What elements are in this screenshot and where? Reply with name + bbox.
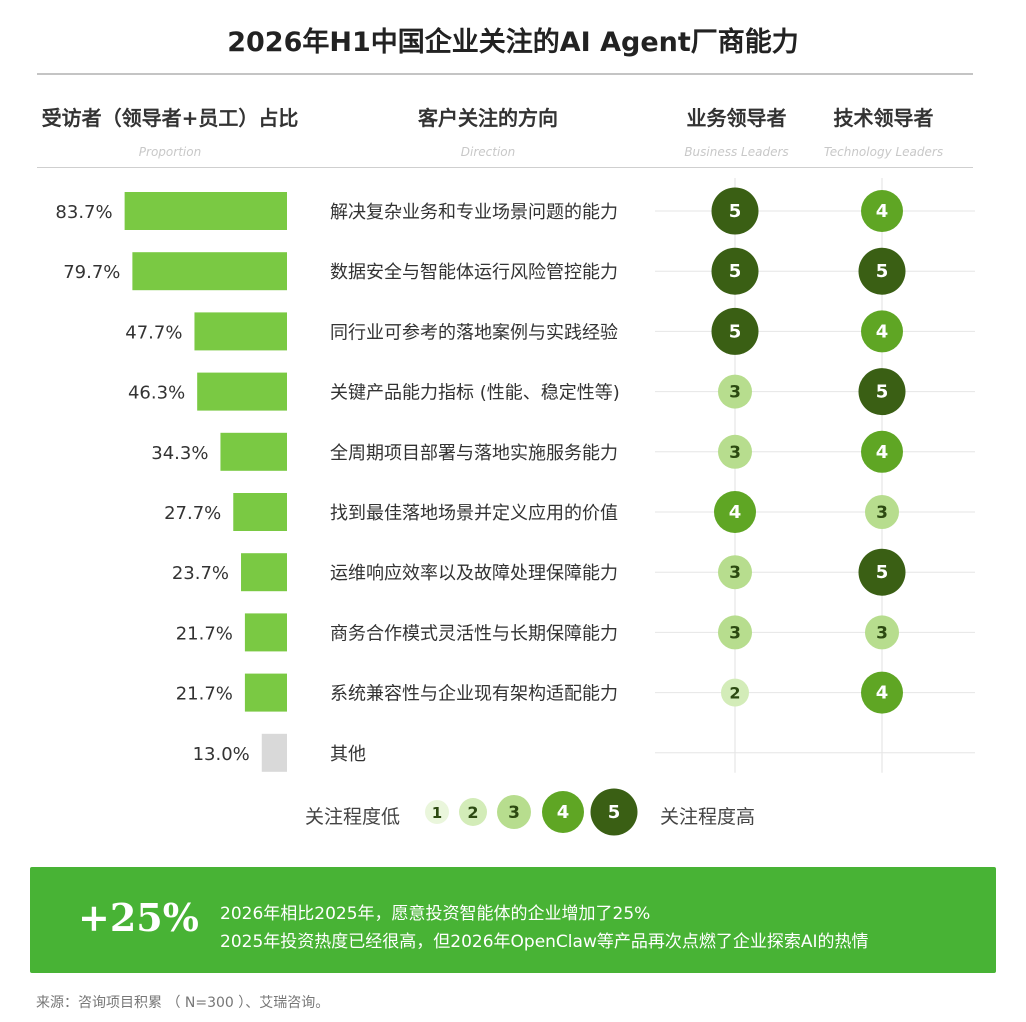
banner-growth-figure: +25% [78,895,199,940]
source-note: 来源：咨询项目积累 （ N=300 ）、艾瑞咨询。 [36,995,330,1011]
business-rating-value: 5 [729,321,742,342]
business-rating-value: 3 [729,383,741,403]
technology-rating-value: 4 [876,442,889,463]
category-label: 关键产品能力指标 (性能、稳定性等) [330,383,620,404]
bar-value-label: 13.0% [193,744,250,765]
business-rating-circle [711,247,759,295]
legend-circle [590,788,638,836]
proportion-bar [244,673,287,712]
technology-rating-circle [858,368,906,416]
technology-rating-circle [861,430,903,473]
legend-low-label: 关注程度低 [305,806,401,828]
legend-circle [497,795,531,829]
business-rating-circle [711,307,759,355]
technology-rating-circle [861,190,903,232]
banner-line-1: 2026年相比2025年，愿意投资智能体的企业增加了25% [220,904,651,924]
proportion-bar [197,372,287,411]
business-rating-value: 4 [729,502,742,523]
chart-title: 2026年H1中国企业关注的AI Agent厂商能力 [227,27,799,58]
bar-value-label: 27.7% [164,503,221,524]
technology-rating-value: 5 [876,382,889,403]
bar-value-label: 21.7% [176,684,233,705]
technology-rating-value: 5 [876,562,889,583]
highlight-banner: +25% 2026年相比2025年，愿意投资智能体的企业增加了25% 2025年… [30,867,996,973]
proportion-bar [220,432,287,471]
business-rating-value: 3 [729,563,741,583]
legend-circle [542,791,584,833]
technology-rating-value: 5 [876,261,889,282]
bar-value-label: 21.7% [176,623,233,644]
technology-rating-circle [858,247,906,295]
proportion-header-subtitle: Proportion [138,145,202,159]
bar-value-label: 83.7% [55,202,112,223]
technology-rating-circle [865,495,899,529]
business-rating-value: 5 [729,261,742,282]
business-header: 业务领导者 Business Leaders [664,102,809,159]
technology-rating-value: 4 [876,321,889,342]
technology-rating-value: 4 [876,683,889,704]
business-header-subtitle: Business Leaders [684,145,789,159]
proportion-bar [261,733,287,772]
technology-rating-value: 4 [876,201,889,222]
legend-level-label: 2 [467,803,478,822]
technology-header: 技术领导者 Technology Leaders [806,102,961,159]
category-label: 系统兼容性与企业现有架构适配能力 [330,684,618,705]
category-label: 解决复杂业务和专业场景问题的能力 [330,202,618,223]
legend-level-label: 4 [557,802,570,823]
business-header-title: 业务领导者 [686,106,787,130]
legend-level-label: 5 [608,802,621,823]
direction-header-subtitle: Direction [460,145,516,159]
technology-header-subtitle: Technology Leaders [823,145,944,159]
top-divider [37,73,973,75]
business-rating-circle [718,374,752,409]
technology-rating-value: 3 [876,623,888,643]
category-label: 运维响应效率以及故障处理保障能力 [330,563,618,584]
bar-value-label: 23.7% [172,563,229,584]
proportion-bar [124,192,287,230]
bar-value-label: 47.7% [125,322,182,343]
legend-level-label: 3 [508,803,520,823]
proportion-bar [194,312,287,351]
business-rating-circle [721,678,749,707]
technology-rating-circle [861,310,903,353]
direction-header: 客户关注的方向 Direction [388,102,588,159]
legend-circle [459,798,487,826]
direction-header-title: 客户关注的方向 [418,106,558,130]
legend-level-label: 1 [432,804,442,822]
business-rating-value: 3 [729,623,741,643]
business-rating-circle [711,187,759,235]
legend-circle [425,800,449,824]
category-label: 同行业可参考的落地案例与实践经验 [330,322,618,343]
technology-header-title: 技术领导者 [833,106,934,130]
proportion-bar [233,493,287,531]
proportion-bar [132,252,287,291]
category-label: 数据安全与智能体运行风险管控能力 [330,262,618,283]
category-label: 其他 [330,744,366,765]
header-divider [37,167,973,168]
bar-value-label: 34.3% [151,443,208,464]
category-label: 商务合作模式灵活性与长期保障能力 [330,623,618,644]
proportion-bar [241,553,287,592]
banner-line-2: 2025年投资热度已经很高，但2026年OpenClaw等产品再次点燃了企业探索… [220,932,869,952]
bar-value-label: 46.3% [128,383,185,404]
technology-rating-value: 3 [876,503,888,523]
legend-high-label: 关注程度高 [660,806,756,828]
business-rating-value: 5 [729,201,742,222]
business-rating-value: 2 [729,684,740,703]
technology-rating-circle [865,615,899,650]
capability-chart: 83.7% 解决复杂业务和专业场景问题的能力 5 4 79.7% 数据安全与智能体运行风险… [55,178,975,836]
proportion-bar [244,613,287,652]
category-label: 全周期项目部署与落地实施服务能力 [330,443,618,464]
category-label: 找到最佳落地场景并定义应用的价值 [330,503,618,524]
business-rating-circle [714,491,756,533]
business-rating-circle [718,434,752,469]
bar-value-label: 79.7% [63,262,120,283]
business-rating-value: 3 [729,443,741,463]
proportion-header: 受访者（领导者+员工）占比 Proportion [30,102,310,159]
technology-rating-circle [858,548,906,596]
business-rating-circle [718,555,752,590]
technology-rating-circle [861,671,903,714]
business-rating-circle [718,615,752,650]
proportion-header-title: 受访者（领导者+员工）占比 [41,106,299,130]
